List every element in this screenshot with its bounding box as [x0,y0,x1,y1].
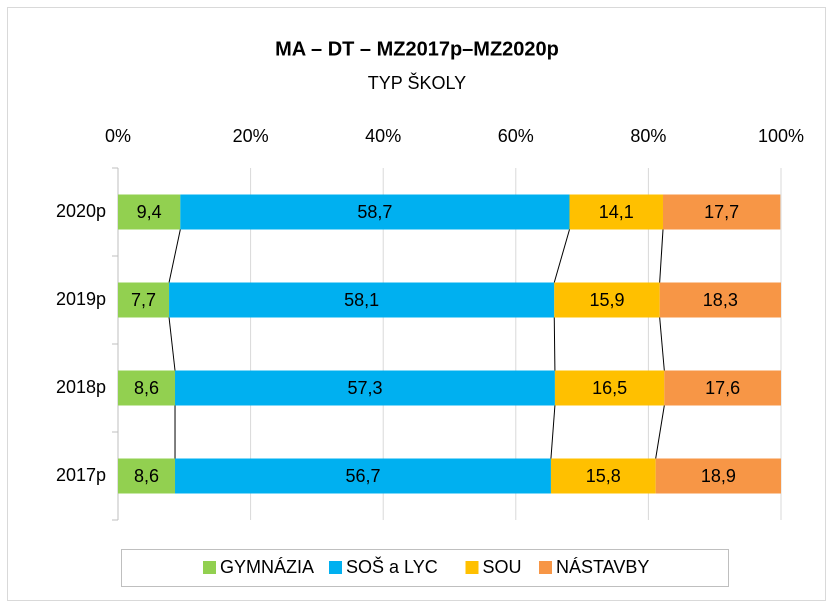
x-tick-label: 40% [365,126,401,146]
series-line [655,405,665,459]
legend-box [121,549,729,587]
series-line [168,317,176,371]
data-label: 56,7 [345,466,380,486]
bar-segment [175,370,555,406]
data-label: 7,7 [131,290,156,310]
data-label: 58,1 [344,290,379,310]
legend-label: NÁSTAVBY [556,557,649,577]
x-tick-label: 20% [233,126,269,146]
chart-title: MA – DT – MZ2017p–MZ2020p [275,38,559,60]
legend-swatch [329,561,342,574]
legend-swatch [203,561,216,574]
bar-segment [118,194,181,230]
legend-label: SOŠ a LYC [346,556,438,577]
bar-segment [550,458,656,494]
legend-label: SOU [483,557,522,577]
series-line [550,405,556,459]
y-tick-label: 2018p [56,377,106,397]
bar-segment [664,370,781,406]
bar-segment [554,370,665,406]
bar-segment [118,370,176,406]
bar-segment [118,282,170,318]
bar-segment [554,282,660,318]
y-tick-label: 2017p [56,465,106,485]
bar-segment [118,458,176,494]
series-line [659,317,665,371]
x-tick-label: 0% [105,126,131,146]
bar-segment [569,194,663,230]
bar-segment [169,282,555,318]
x-tick-label: 60% [498,126,534,146]
legend-swatch [465,561,479,574]
data-label: 9,4 [137,202,162,222]
bar-segment [175,458,551,494]
data-label: 8,6 [134,466,159,486]
data-label: 18,3 [703,290,738,310]
y-tick-label: 2019p [56,289,106,309]
data-label: 58,7 [357,202,392,222]
series-line [659,229,664,283]
bar-segment [662,194,781,230]
bar-segment [659,282,781,318]
series-line [553,229,570,283]
data-label: 18,9 [701,466,736,486]
x-tick-label: 80% [630,126,666,146]
data-label: 17,6 [705,378,740,398]
data-label: 15,9 [589,290,624,310]
legend-label: GYMNÁZIA [220,557,314,577]
x-tick-label: 100% [758,126,804,146]
data-label: 15,8 [586,466,621,486]
legend-swatch [539,561,552,574]
y-tick-label: 2020p [56,201,106,221]
chart-subtitle: TYP ŠKOLY [368,72,466,93]
data-label: 8,6 [134,378,159,398]
data-label: 16,5 [592,378,627,398]
data-label: 57,3 [347,378,382,398]
series-line [168,229,181,283]
data-label: 17,7 [704,202,739,222]
series-line [553,317,556,371]
bar-segment [180,194,570,230]
data-label: 14,1 [599,202,634,222]
bar-segment [655,458,781,494]
